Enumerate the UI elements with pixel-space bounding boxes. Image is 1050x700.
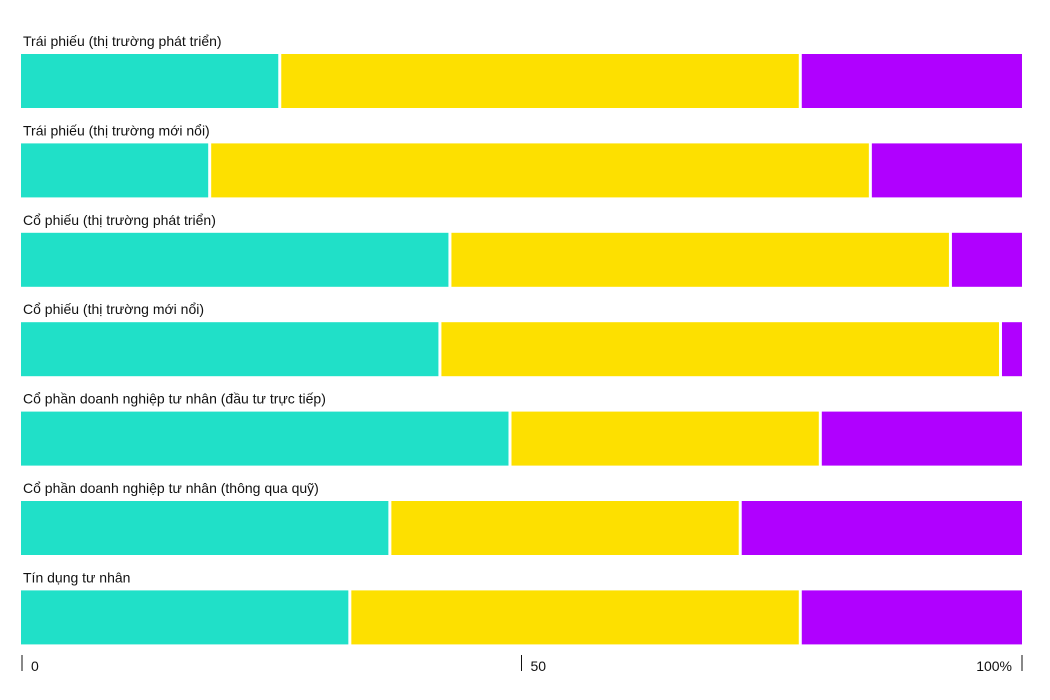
category-label: Trái phiếu (thị trường phát triển) — [23, 33, 222, 49]
category-label: Cổ phiếu (thị trường phát triển) — [23, 212, 216, 228]
bar-segment-3 — [951, 232, 1022, 287]
category-label: Cổ phiếu (thị trường mới nổi) — [23, 301, 204, 317]
bar-segment-2 — [511, 411, 819, 466]
category-label: Tín dụng tư nhân — [23, 569, 130, 585]
bar-segment-3 — [821, 411, 1022, 466]
bar-segment-1 — [21, 501, 389, 555]
category-label: Trái phiếu (thị trường mới nổi) — [23, 122, 210, 138]
bar-segment-2 — [351, 590, 799, 645]
bar-segment-1 — [21, 54, 279, 108]
bar-segment-2 — [441, 322, 999, 377]
bar-segment-1 — [21, 232, 449, 287]
x-tick-label: 50 — [531, 658, 547, 674]
bar-segment-2 — [391, 501, 739, 555]
x-tick-label: 100% — [976, 658, 1012, 674]
bar-segment-3 — [801, 54, 1022, 108]
bar-segment-2 — [451, 232, 949, 287]
bar-segment-2 — [281, 54, 799, 108]
bar-segment-3 — [741, 501, 1022, 555]
bar-segment-2 — [211, 143, 869, 198]
bar-segment-1 — [21, 411, 509, 466]
category-label: Cổ phần doanh nghiệp tư nhân (thông qua … — [23, 480, 319, 496]
bar-segment-3 — [801, 590, 1022, 645]
category-label: Cổ phần doanh nghiệp tư nhân (đầu tư trự… — [23, 391, 326, 407]
bar-segment-3 — [871, 143, 1022, 198]
bar-segment-3 — [1001, 322, 1022, 377]
bar-segment-1 — [21, 590, 349, 645]
x-tick-label: 0 — [31, 658, 39, 674]
bar-segment-1 — [21, 143, 209, 198]
bar-segment-1 — [21, 322, 439, 377]
